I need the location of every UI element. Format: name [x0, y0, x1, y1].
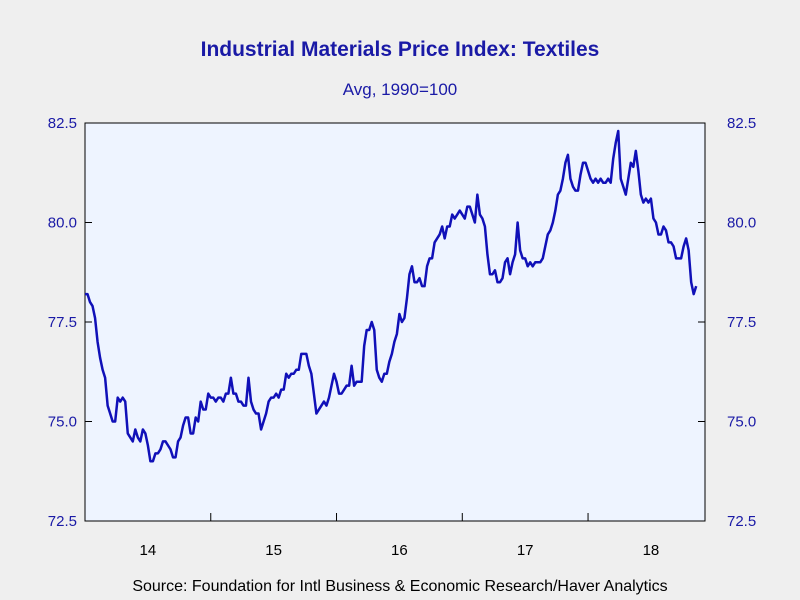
- chart-subtitle: Avg, 1990=100: [342, 80, 458, 99]
- x-tick-label: 18: [643, 542, 660, 559]
- y-tick-label-right: 80.0: [727, 215, 756, 232]
- y-tick-label-left: 77.5: [48, 314, 77, 331]
- y-tick-label-right: 75.0: [727, 414, 756, 431]
- x-tick-label: 17: [517, 542, 534, 559]
- plot-area: [84, 122, 706, 522]
- y-tick-label-left: 75.0: [48, 414, 77, 431]
- y-tick-label-left: 82.5: [48, 115, 77, 132]
- series-line: [85, 129, 698, 463]
- y-tick-label-right: 82.5: [727, 115, 756, 132]
- y-axis-right: 72.5 75.0 77.5 80.0 82.5: [698, 115, 756, 530]
- chart-title: Industrial Materials Price Index: Textil…: [200, 38, 600, 61]
- y-tick-label-left: 72.5: [48, 513, 77, 530]
- x-tick-label: 15: [265, 542, 282, 559]
- x-axis: 14 15 16 17 18: [84, 513, 660, 559]
- y-axis-left: 72.5 75.0 77.5 80.0 82.5: [48, 115, 92, 530]
- x-tick-label: 16: [391, 542, 408, 559]
- y-tick-label-right: 72.5: [727, 513, 756, 530]
- y-tick-label-right: 77.5: [727, 314, 756, 331]
- y-tick-label-left: 80.0: [48, 215, 77, 232]
- x-tick-label: 14: [140, 542, 157, 559]
- chart-source: Source: Foundation for Intl Business & E…: [132, 578, 668, 595]
